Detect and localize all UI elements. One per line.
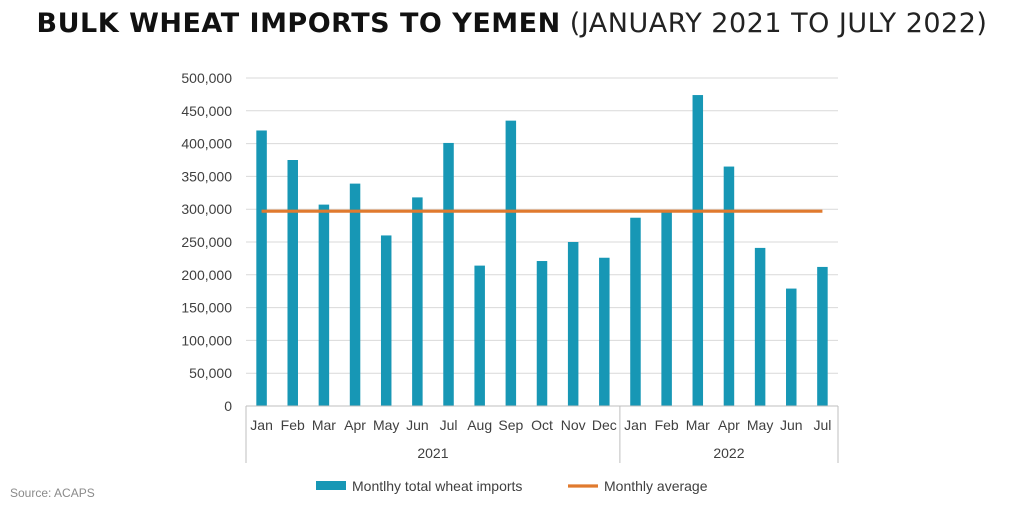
bars-series	[256, 95, 828, 407]
x-tick-label: Apr	[718, 417, 740, 433]
x-tick-label: Dec	[592, 417, 617, 433]
bar	[599, 257, 610, 406]
bar	[443, 142, 454, 406]
bar	[505, 120, 517, 406]
x-tick-label: Sep	[498, 417, 523, 433]
y-tick-label: 500,000	[181, 70, 232, 86]
x-tick-label: Feb	[655, 417, 679, 433]
y-axis-tick-labels: 0 50,000 100,000 150,000 200,000 250,000 300,0…	[181, 70, 232, 414]
x-tick-label: Mar	[312, 417, 336, 433]
x-tick-label: Jan	[624, 417, 647, 433]
y-tick-label: 50,000	[189, 365, 232, 381]
x-tick-label: Nov	[561, 417, 586, 433]
bar	[256, 130, 267, 407]
x-tick-label: Jul	[813, 417, 831, 433]
x-tick-label: Jun	[406, 417, 429, 433]
y-tick-label: 400,000	[181, 136, 232, 152]
bar	[349, 183, 361, 406]
chart-title-bold: BULK WHEAT IMPORTS TO YEMEN	[36, 8, 561, 39]
x-tick-label: Oct	[531, 417, 553, 433]
legend-label-average: Monthly average	[604, 478, 708, 494]
bar	[380, 235, 392, 406]
bar	[412, 197, 423, 406]
bar	[474, 265, 485, 406]
bar	[723, 166, 735, 406]
x-tick-label: Aug	[467, 417, 492, 433]
x-tick-label: May	[373, 417, 399, 433]
bar	[661, 211, 672, 406]
y-tick-label: 200,000	[181, 267, 232, 283]
y-tick-label: 150,000	[181, 300, 232, 316]
bar	[692, 95, 704, 406]
bar	[817, 266, 828, 406]
bar	[630, 217, 641, 406]
source-note: Source: ACAPS	[10, 486, 95, 500]
x-tick-label: Apr	[344, 417, 366, 433]
y-tick-label: 300,000	[181, 201, 232, 217]
x-tick-label: Mar	[686, 417, 710, 433]
x-tick-label: Jun	[780, 417, 803, 433]
y-tick-label: 250,000	[181, 234, 232, 250]
x-tick-label: Jan	[250, 417, 273, 433]
y-tick-label: 0	[224, 398, 232, 414]
chart-title: BULK WHEAT IMPORTS TO YEMEN (JANUARY 202…	[0, 8, 1024, 39]
bar	[754, 247, 766, 406]
y-tick-label: 100,000	[181, 332, 232, 348]
x-tick-label: Jul	[440, 417, 458, 433]
x-group-label: 2021	[417, 445, 448, 461]
y-tick-label: 450,000	[181, 103, 232, 119]
bar	[786, 288, 797, 406]
x-axis: Jan Feb Mar Apr May Jun Jul Aug Sep Oct Nov Dec Jan F…	[245, 405, 839, 463]
legend-swatch-bars	[316, 481, 346, 490]
x-tick-label: May	[747, 417, 773, 433]
x-group-label: 2022	[713, 445, 744, 461]
bar	[287, 160, 298, 406]
legend: Montlhy total wheat imports Monthly avera…	[316, 478, 708, 494]
x-tick-label: Feb	[281, 417, 305, 433]
bar	[567, 242, 579, 406]
chart-title-light: (JANUARY 2021 TO JULY 2022)	[569, 8, 988, 39]
bar	[318, 204, 330, 406]
y-tick-label: 350,000	[181, 168, 232, 184]
legend-label-bars: Montlhy total wheat imports	[352, 478, 522, 494]
bar	[536, 261, 548, 406]
